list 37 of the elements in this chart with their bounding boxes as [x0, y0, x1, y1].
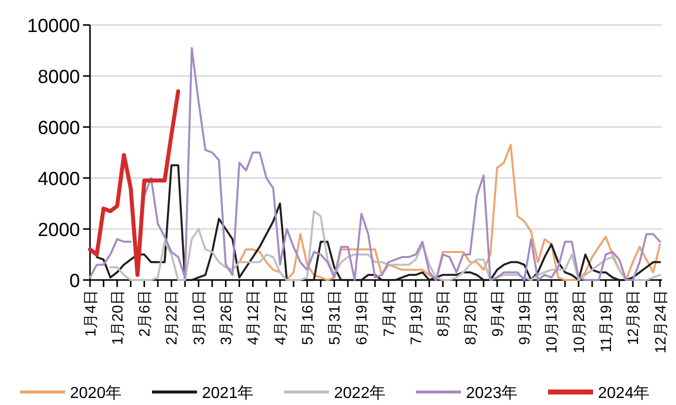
x-tick-label: 8月20日	[462, 290, 480, 346]
y-tick-label: 0	[69, 271, 80, 292]
x-tick-label: 5月16日	[299, 290, 316, 346]
x-tick-label: 4月12日	[245, 290, 262, 346]
y-tick-label: 2000	[38, 220, 80, 241]
x-tick-label: 10月28日	[570, 290, 588, 354]
y-tick-label: 10000	[27, 16, 80, 37]
x-tick-label: 6月19日	[354, 290, 371, 346]
x-tick-label: 1月4日	[82, 290, 100, 337]
x-tick-label: 7月19日	[408, 290, 425, 346]
x-tick-label: 3月26日	[218, 290, 235, 346]
x-tick-label: 5月31日	[326, 290, 344, 346]
x-tick-label: 12月8日	[625, 290, 642, 346]
x-tick-label: 9月4日	[489, 290, 506, 337]
line-series	[238, 144, 661, 281]
line-series	[96, 164, 661, 281]
legend-label: 2020年	[70, 385, 122, 402]
x-tick-label: 1月20日	[109, 290, 126, 346]
line-series	[88, 89, 180, 277]
x-tick-label: 10月13日	[544, 290, 561, 354]
x-tick-label: 9月19日	[516, 290, 534, 346]
y-tick-label: 8000	[38, 67, 80, 88]
x-tick-label: 11月19日	[598, 290, 615, 352]
legend-label: 2024年	[598, 385, 650, 402]
x-tick-label: 12月24日	[652, 290, 670, 354]
legend-label: 2022年	[334, 385, 386, 402]
line-series	[109, 210, 661, 281]
x-tick-label: 7月4日	[380, 290, 398, 337]
x-tick-label: 4月27日	[272, 290, 290, 346]
x-tick-label: 8月5日	[435, 290, 452, 337]
legend-label: 2023年	[466, 385, 518, 402]
legend-label: 2021年	[202, 385, 254, 402]
x-tick-label: 2月22日	[164, 290, 181, 346]
x-tick-label: 2月6日	[136, 290, 154, 337]
y-tick-label: 4000	[38, 169, 80, 190]
x-tick-label: 3月10日	[190, 290, 208, 346]
y-tick-label: 6000	[38, 118, 80, 139]
